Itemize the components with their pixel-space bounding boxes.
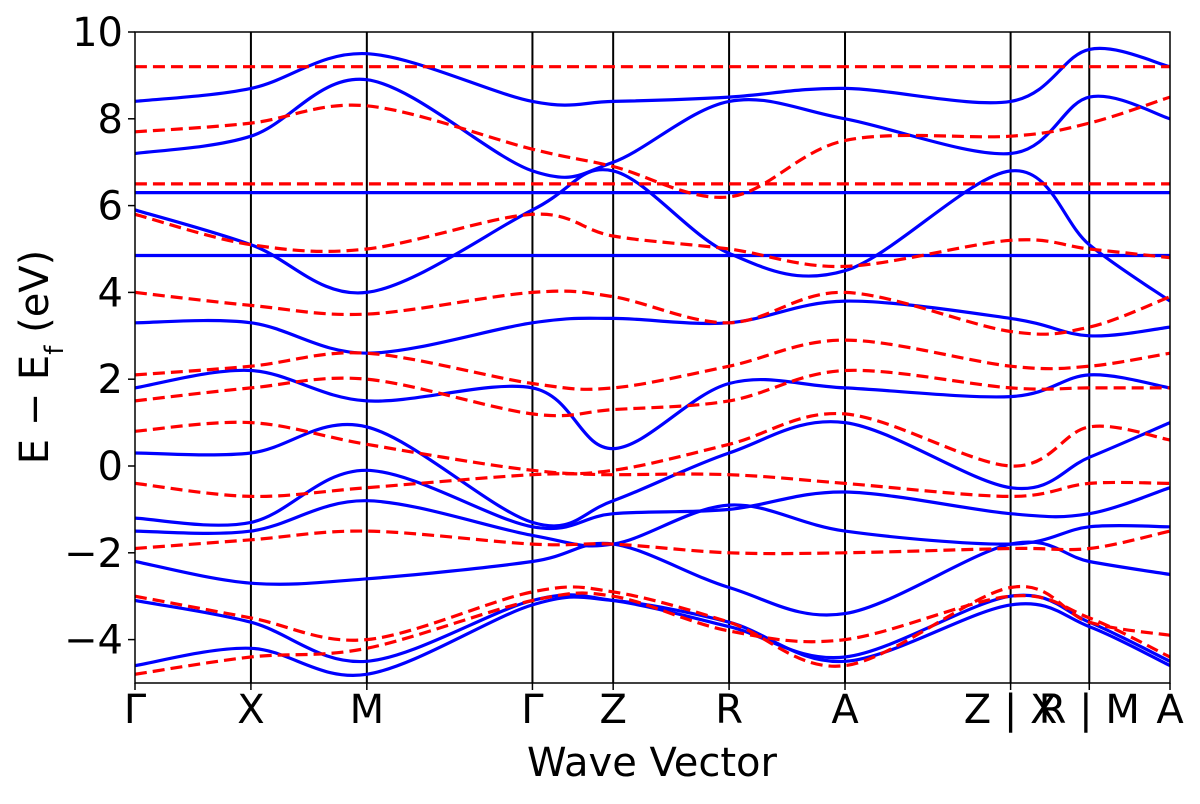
kpoint-label: Z | X [964, 687, 1058, 733]
dashed-band-line [135, 212, 1170, 269]
solid-band-line [135, 299, 1170, 355]
y-tick-label: 4 [98, 270, 123, 316]
dashed-band-line [135, 472, 1170, 499]
dashed-band-line [135, 591, 1170, 676]
kpoint-label: A [1156, 687, 1184, 733]
x-axis-label: Wave Vector [527, 740, 778, 786]
dashed-band-line [135, 584, 1170, 668]
kpoint-label: R [715, 687, 743, 733]
kpoint-label: R | M [1039, 687, 1140, 733]
dashed-band-line [135, 338, 1170, 391]
plot-frame [134, 31, 1171, 684]
kpoint-label: A [831, 687, 859, 733]
kpoint-label: X [237, 687, 264, 733]
dashed-band-line [135, 368, 1170, 418]
y-tick-label: 6 [98, 184, 123, 230]
solid-band-line [135, 168, 1170, 303]
kpoint-label: Z [599, 687, 626, 733]
dashed-band-line [135, 411, 1170, 476]
y-axis-ticks: −4 −2 0 2 4 6 8 10 [64, 10, 135, 664]
dashed-band-line [135, 95, 1170, 199]
solid-band-line [135, 368, 1170, 451]
dashed-band-line [135, 529, 1170, 556]
y-tick-label: 10 [72, 10, 123, 56]
kpoint-label: Γ [124, 687, 147, 733]
y-tick-label: −2 [64, 531, 123, 577]
solid-band-line [135, 540, 1170, 617]
solid-band-line [135, 595, 1170, 677]
y-axis-label-sub: f [40, 345, 70, 355]
solid-band-line [135, 420, 1170, 528]
y-tick-label: 0 [98, 444, 123, 490]
band-layer [135, 46, 1170, 677]
solid-band-line [135, 499, 1170, 548]
y-axis-label-main: E − E [12, 355, 58, 465]
y-axis-label-unit: (eV) [12, 250, 58, 346]
solid-band-line [135, 77, 1170, 179]
y-tick-label: −4 [64, 618, 123, 664]
kpoint-label: M [350, 687, 385, 733]
y-tick-label: 2 [98, 357, 123, 403]
kpoint-lines [249, 32, 1091, 683]
y-tick-label: 8 [98, 97, 123, 143]
kpoint-label: Γ [521, 687, 544, 733]
x-axis-kpoint-labels: Γ X M Γ Z R A Z | XR | M A [124, 683, 1184, 733]
y-axis-label: E − Ef (eV) [12, 250, 70, 465]
